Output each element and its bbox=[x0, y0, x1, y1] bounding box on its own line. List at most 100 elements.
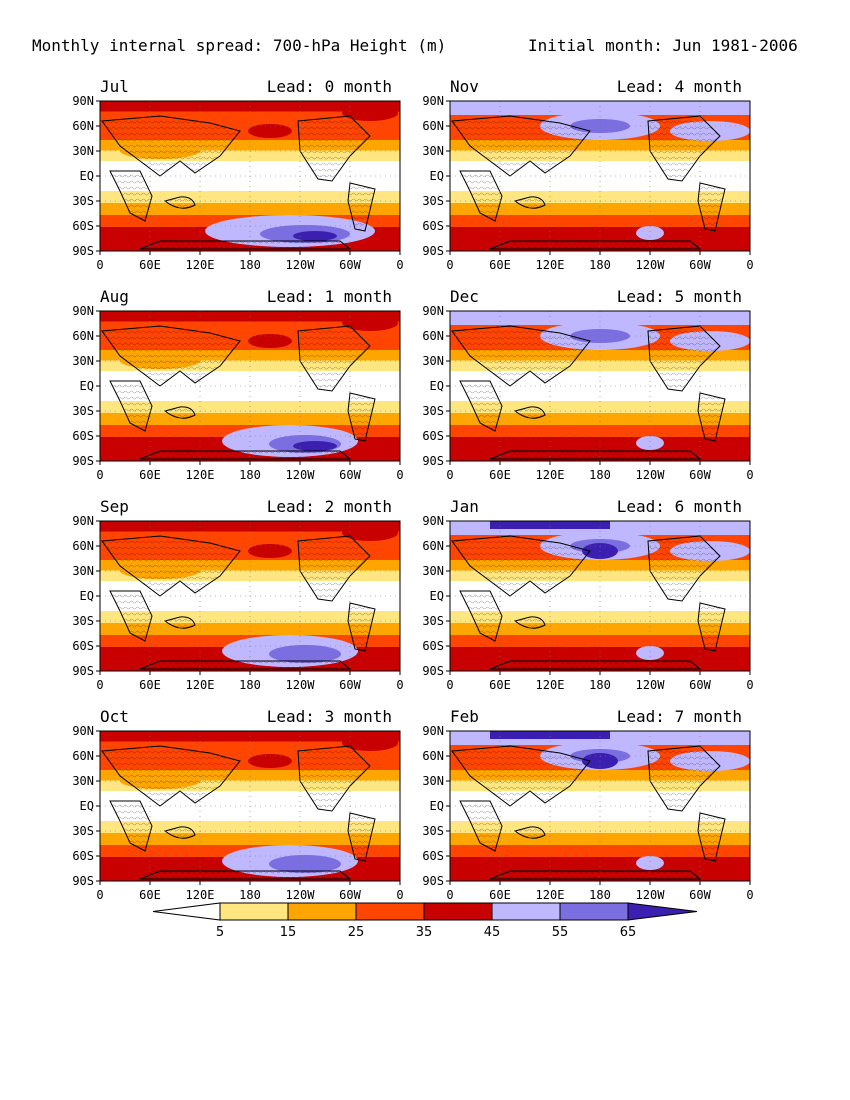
panel-month-label: Feb bbox=[450, 707, 479, 726]
x-tick-label: 0 bbox=[446, 678, 453, 692]
y-tick-label: 90N bbox=[72, 304, 94, 318]
continent-outlines bbox=[101, 535, 376, 670]
x-tick-label: 60E bbox=[489, 468, 511, 482]
panel-month-label: Aug bbox=[100, 287, 129, 306]
x-tick-label: 180 bbox=[239, 258, 261, 272]
y-tick-label: 30N bbox=[72, 144, 94, 158]
y-tick-label: 30S bbox=[422, 824, 444, 838]
map-field bbox=[450, 101, 750, 251]
y-tick-label: 60S bbox=[422, 429, 444, 443]
x-tick-label: 120E bbox=[186, 258, 215, 272]
colorbar-label: 65 bbox=[620, 925, 637, 940]
x-tick-label: 120E bbox=[186, 888, 215, 902]
colorbar-label: 25 bbox=[348, 925, 365, 940]
y-tick-label: 90N bbox=[422, 304, 444, 318]
x-tick-label: 120W bbox=[636, 678, 666, 692]
y-tick-label: 60S bbox=[422, 639, 444, 653]
y-tick-label: EQ bbox=[80, 169, 94, 183]
x-tick-label: 60E bbox=[139, 888, 161, 902]
panel-month-label: Sep bbox=[100, 497, 129, 516]
y-tick-label: 30S bbox=[72, 614, 94, 628]
x-tick-label: 60W bbox=[339, 678, 361, 692]
figure-title-left: Monthly internal spread: 700-hPa Height … bbox=[32, 36, 446, 55]
y-tick-label: EQ bbox=[430, 589, 444, 603]
panel-lead-label: Lead: 7 month bbox=[617, 707, 742, 726]
colorbar-swatch bbox=[219, 902, 289, 921]
x-tick-label: 180 bbox=[239, 678, 261, 692]
x-tick-label: 0 bbox=[396, 888, 403, 902]
x-tick-label: 120E bbox=[536, 258, 565, 272]
y-tick-label: 30S bbox=[72, 824, 94, 838]
x-tick-label: 60W bbox=[339, 888, 361, 902]
y-tick-label: 30N bbox=[422, 144, 444, 158]
y-tick-label: 30S bbox=[72, 194, 94, 208]
x-tick-label: 120W bbox=[286, 678, 316, 692]
x-tick-label: 180 bbox=[589, 888, 611, 902]
panel-lead-label: Lead: 0 month bbox=[267, 77, 392, 96]
colorbar-label: 55 bbox=[552, 925, 569, 940]
y-tick-label: EQ bbox=[430, 169, 444, 183]
x-tick-label: 120E bbox=[536, 888, 565, 902]
x-tick-label: 60W bbox=[689, 468, 711, 482]
colorbar-label: 5 bbox=[216, 925, 224, 940]
colorbar-swatch bbox=[355, 902, 425, 921]
continent-outlines bbox=[101, 745, 376, 880]
x-tick-label: 60E bbox=[139, 258, 161, 272]
y-tick-label: 60N bbox=[422, 119, 444, 133]
x-tick-label: 0 bbox=[96, 888, 103, 902]
y-tick-label: 60S bbox=[72, 639, 94, 653]
x-tick-label: 0 bbox=[746, 258, 753, 272]
y-tick-label: 90S bbox=[72, 454, 94, 468]
map-field bbox=[100, 731, 400, 881]
y-tick-label: 60S bbox=[72, 429, 94, 443]
panel-lead-label: Lead: 4 month bbox=[617, 77, 742, 96]
map-field bbox=[450, 311, 750, 461]
x-tick-label: 180 bbox=[589, 468, 611, 482]
y-tick-label: 60N bbox=[72, 749, 94, 763]
x-tick-label: 0 bbox=[396, 258, 403, 272]
x-tick-label: 60E bbox=[489, 258, 511, 272]
x-tick-label: 0 bbox=[396, 468, 403, 482]
y-tick-label: 90S bbox=[72, 874, 94, 888]
continent-outlines bbox=[451, 535, 726, 670]
x-tick-label: 180 bbox=[239, 888, 261, 902]
continent-outlines bbox=[451, 115, 726, 250]
panel-month-label: Jul bbox=[100, 77, 129, 96]
colorbar: 5 15 25 35 45 55 65 bbox=[152, 902, 698, 940]
x-tick-label: 120E bbox=[186, 678, 215, 692]
x-tick-label: 0 bbox=[446, 888, 453, 902]
x-tick-label: 60W bbox=[339, 258, 361, 272]
y-tick-label: 60N bbox=[422, 539, 444, 553]
panel-lead-label: Lead: 1 month bbox=[267, 287, 392, 306]
y-tick-label: 30S bbox=[72, 404, 94, 418]
colorbar-label: 35 bbox=[416, 925, 433, 940]
y-tick-label: 90S bbox=[422, 454, 444, 468]
x-tick-label: 60E bbox=[139, 468, 161, 482]
y-tick-label: 30N bbox=[422, 564, 444, 578]
x-tick-label: 60W bbox=[689, 258, 711, 272]
colorbar-under-arrow bbox=[152, 902, 221, 921]
x-tick-label: 120W bbox=[286, 258, 316, 272]
x-tick-label: 0 bbox=[96, 678, 103, 692]
y-tick-label: EQ bbox=[430, 799, 444, 813]
x-tick-label: 60W bbox=[339, 468, 361, 482]
figure-title-right: Initial month: Jun 1981-2006 bbox=[528, 36, 798, 55]
map-field bbox=[100, 101, 400, 251]
x-tick-label: 120W bbox=[636, 888, 666, 902]
y-tick-label: 90S bbox=[422, 874, 444, 888]
y-tick-label: EQ bbox=[80, 799, 94, 813]
y-tick-label: 90N bbox=[422, 724, 444, 738]
colorbar-swatch bbox=[559, 902, 629, 921]
y-tick-label: 60N bbox=[422, 329, 444, 343]
panel-month-label: Jan bbox=[450, 497, 479, 516]
x-tick-label: 0 bbox=[446, 468, 453, 482]
y-tick-label: 90N bbox=[72, 724, 94, 738]
y-tick-label: 60N bbox=[422, 749, 444, 763]
x-tick-label: 60W bbox=[689, 888, 711, 902]
